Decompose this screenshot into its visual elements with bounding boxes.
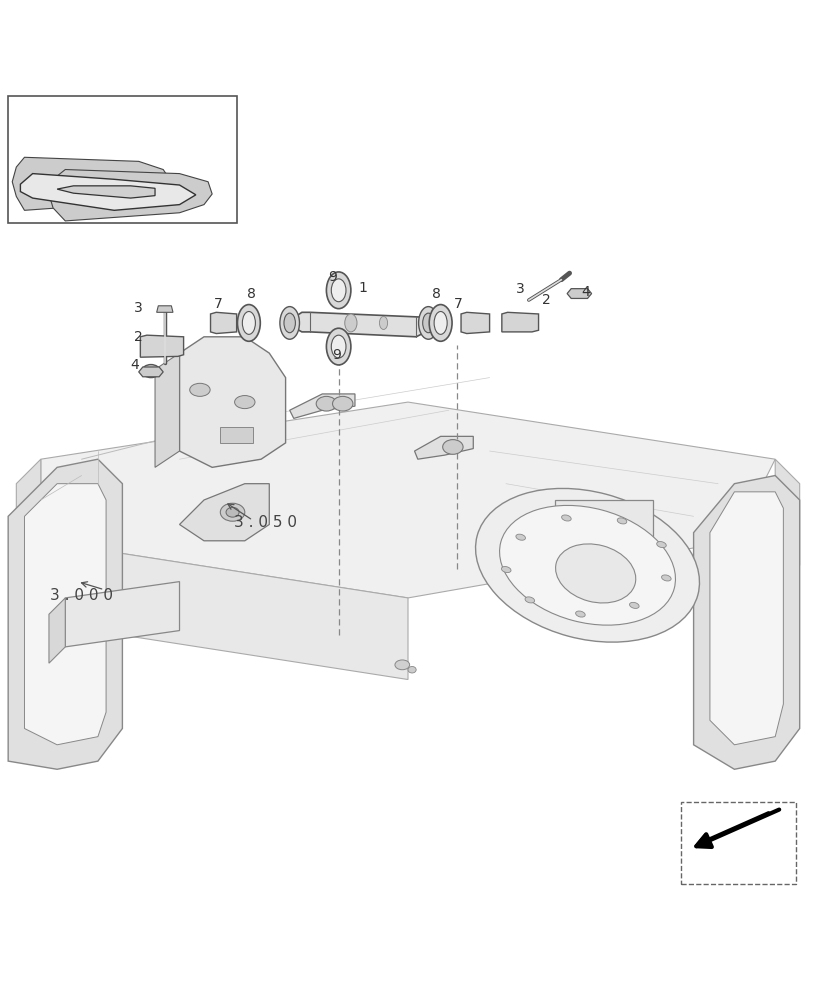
Ellipse shape	[235, 396, 255, 409]
Text: 2: 2	[135, 330, 143, 344]
Ellipse shape	[556, 544, 636, 603]
Ellipse shape	[525, 597, 534, 603]
Polygon shape	[180, 337, 286, 467]
Polygon shape	[461, 312, 490, 334]
Ellipse shape	[326, 328, 351, 365]
Ellipse shape	[429, 305, 452, 341]
Ellipse shape	[333, 396, 353, 411]
Ellipse shape	[561, 515, 571, 521]
Text: 7: 7	[215, 297, 223, 311]
Polygon shape	[211, 312, 237, 334]
Ellipse shape	[499, 505, 676, 625]
Polygon shape	[180, 484, 269, 541]
Polygon shape	[57, 186, 155, 198]
Text: 2: 2	[543, 293, 551, 307]
Ellipse shape	[331, 279, 346, 302]
Ellipse shape	[423, 313, 434, 333]
Ellipse shape	[502, 567, 511, 573]
Ellipse shape	[379, 316, 388, 329]
Polygon shape	[139, 367, 163, 377]
Text: 3: 3	[135, 301, 143, 315]
Text: 8: 8	[247, 287, 255, 301]
Text: 9: 9	[333, 348, 341, 362]
Ellipse shape	[142, 365, 160, 378]
Ellipse shape	[575, 611, 585, 617]
Ellipse shape	[326, 272, 351, 309]
Polygon shape	[710, 492, 783, 745]
Ellipse shape	[443, 440, 463, 454]
Ellipse shape	[617, 518, 627, 524]
Ellipse shape	[419, 307, 438, 339]
Text: 7: 7	[455, 297, 463, 311]
Text: 9: 9	[329, 270, 337, 284]
Ellipse shape	[189, 383, 210, 396]
Text: 1: 1	[359, 281, 367, 295]
Polygon shape	[415, 436, 473, 459]
Ellipse shape	[662, 575, 671, 581]
Ellipse shape	[516, 534, 526, 540]
Text: 3: 3	[517, 282, 525, 296]
Polygon shape	[290, 394, 355, 418]
Polygon shape	[49, 170, 212, 221]
Ellipse shape	[220, 503, 245, 521]
Polygon shape	[502, 312, 539, 332]
Bar	[681, 802, 796, 884]
Polygon shape	[694, 476, 800, 769]
Ellipse shape	[226, 507, 239, 517]
Ellipse shape	[242, 312, 255, 334]
Polygon shape	[775, 459, 800, 565]
Text: 4: 4	[582, 285, 590, 299]
Ellipse shape	[331, 335, 346, 358]
Ellipse shape	[657, 542, 666, 548]
Polygon shape	[8, 459, 122, 769]
Polygon shape	[65, 582, 180, 647]
Polygon shape	[41, 402, 775, 598]
Text: 3 . 0 0 0: 3 . 0 0 0	[50, 588, 113, 603]
Bar	[8, 96, 237, 223]
Ellipse shape	[237, 305, 260, 341]
Polygon shape	[155, 353, 180, 467]
Text: 4: 4	[131, 358, 139, 372]
Polygon shape	[49, 598, 65, 663]
Bar	[220, 427, 253, 443]
Polygon shape	[12, 157, 171, 210]
Text: 3 . 0 5 0: 3 . 0 5 0	[233, 515, 297, 530]
Polygon shape	[157, 306, 173, 312]
Ellipse shape	[284, 313, 295, 333]
Polygon shape	[555, 500, 653, 549]
Ellipse shape	[344, 314, 357, 332]
Ellipse shape	[434, 312, 447, 334]
Polygon shape	[567, 289, 592, 298]
Polygon shape	[24, 484, 106, 745]
Polygon shape	[41, 541, 408, 680]
Polygon shape	[286, 312, 432, 337]
Polygon shape	[140, 335, 184, 357]
Ellipse shape	[317, 396, 337, 411]
Text: 8: 8	[432, 287, 441, 301]
Ellipse shape	[408, 666, 416, 673]
Ellipse shape	[395, 660, 410, 670]
Polygon shape	[20, 174, 196, 210]
Ellipse shape	[629, 602, 639, 608]
Ellipse shape	[280, 307, 299, 339]
Polygon shape	[16, 459, 41, 565]
Ellipse shape	[476, 488, 699, 642]
